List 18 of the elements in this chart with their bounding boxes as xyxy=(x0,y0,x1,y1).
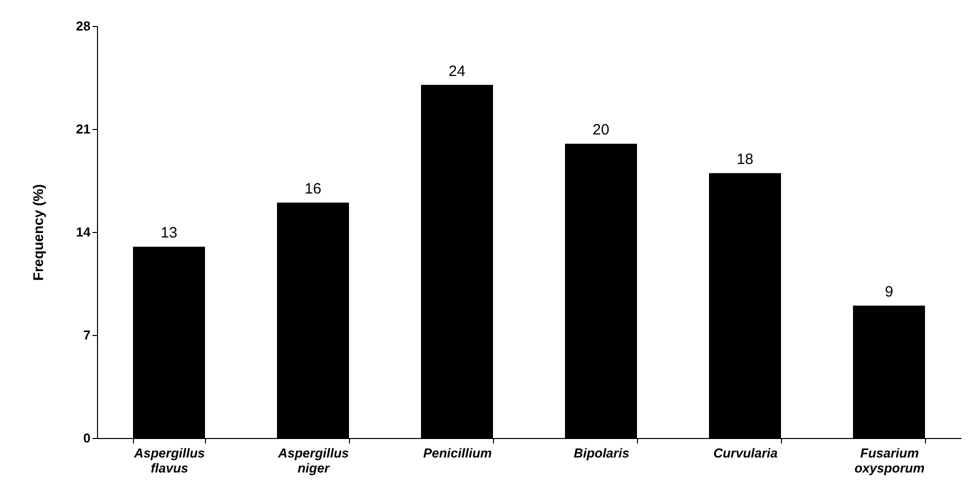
data-label: 18 xyxy=(736,151,754,168)
y-tick-label: 28 xyxy=(76,18,90,34)
y-tick-label: 14 xyxy=(76,224,92,240)
data-label: 16 xyxy=(304,180,322,198)
y-tick-label: 7 xyxy=(83,328,90,342)
data-label: 13 xyxy=(160,224,178,242)
y-axis-title: Frequency (%) xyxy=(30,184,46,281)
x-tick-label: Fusarium oxysporum xyxy=(854,446,925,476)
x-tick-label: Aspergillus flavus xyxy=(133,446,205,476)
y-tick-label: 0 xyxy=(83,430,90,446)
x-tick-label: Curvularia xyxy=(713,446,778,460)
data-label: 9 xyxy=(884,284,894,301)
x-tick-label: Aspergillus niger xyxy=(277,446,349,476)
x-tick-label: Bipolaris xyxy=(574,446,630,460)
data-label: 20 xyxy=(592,122,610,139)
data-label: 24 xyxy=(448,62,466,80)
x-tick-label: Penicillium xyxy=(423,446,492,460)
y-tick-label: 21 xyxy=(76,122,90,136)
